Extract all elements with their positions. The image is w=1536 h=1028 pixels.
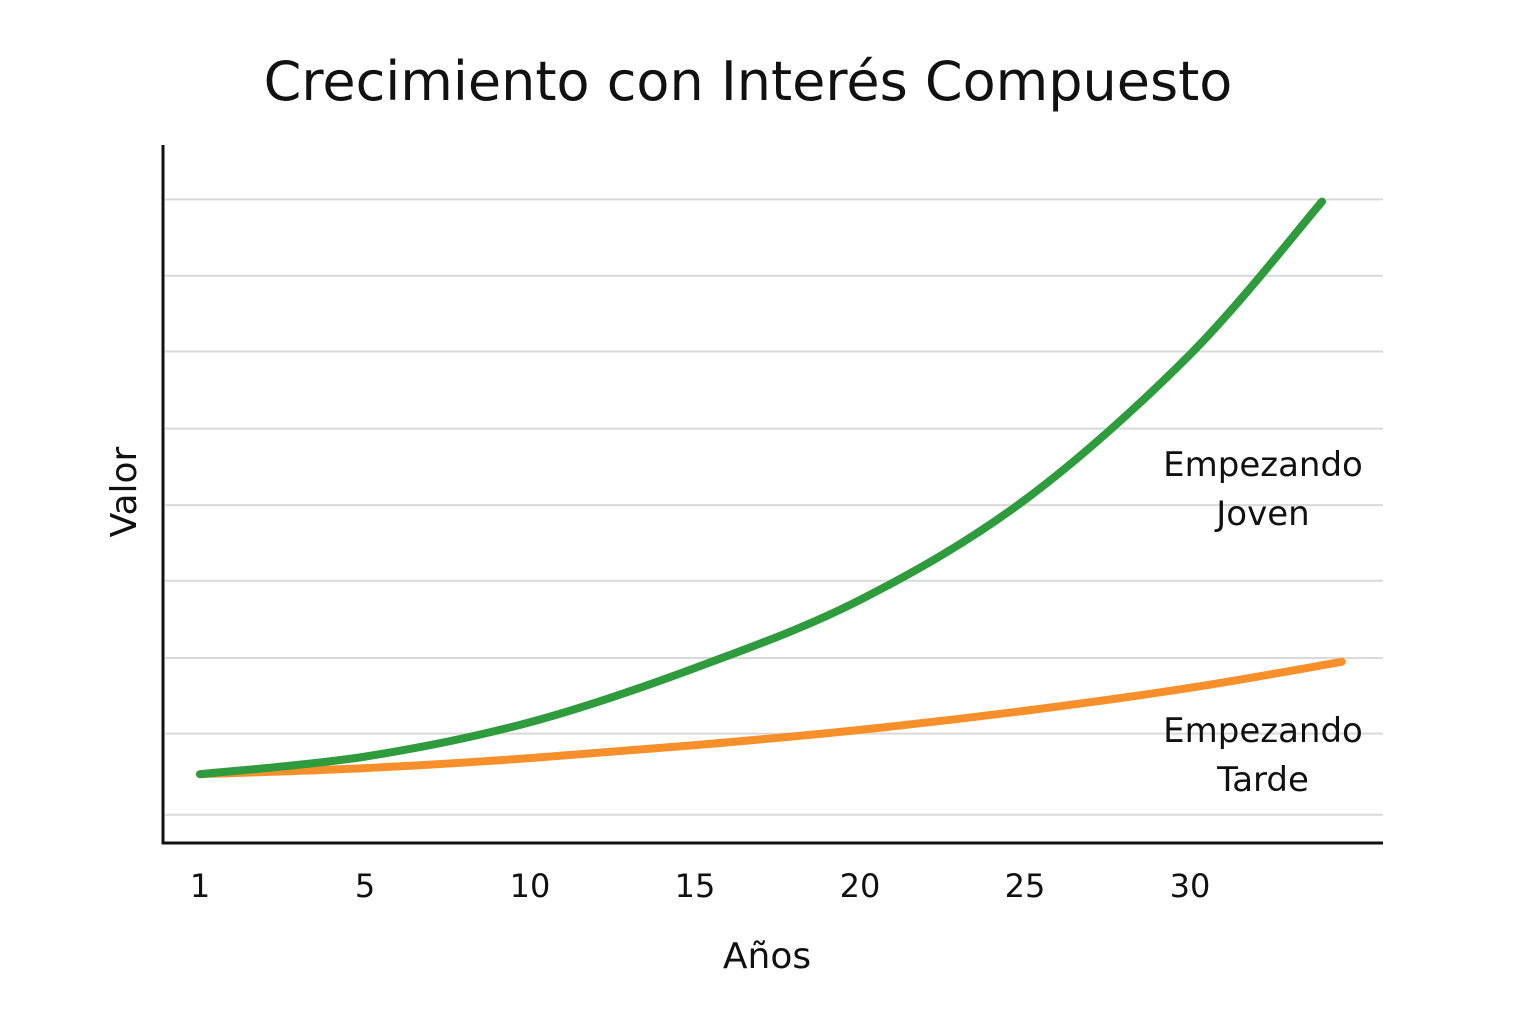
gridlines (165, 198, 1383, 816)
series-line-empezando-joven (196, 197, 1326, 779)
x-tick-label: 30 (1170, 867, 1211, 905)
x-tick-label: 10 (510, 867, 551, 905)
series-line-empezando-tarde (196, 657, 1346, 779)
x-tick-labels: 1 5 10 15 20 25 30 (190, 867, 1211, 905)
series-label-empezando-tarde: Empezando Tarde (1163, 711, 1363, 800)
series-labels: Empezando Joven Empezando Tarde (1163, 445, 1363, 800)
x-tick-label: 20 (840, 867, 881, 905)
series-label-empezando-joven: Empezando Joven (1163, 445, 1363, 534)
x-axis-label: Años (723, 936, 811, 977)
y-axis-label: Valor (104, 446, 145, 537)
chart-title: Crecimiento con Interés Compuesto (264, 50, 1233, 113)
x-tick-label: 1 (190, 867, 210, 905)
x-tick-label: 15 (675, 867, 716, 905)
x-tick-label: 5 (355, 867, 375, 905)
x-tick-label: 25 (1005, 867, 1046, 905)
series-lines (196, 197, 1346, 779)
